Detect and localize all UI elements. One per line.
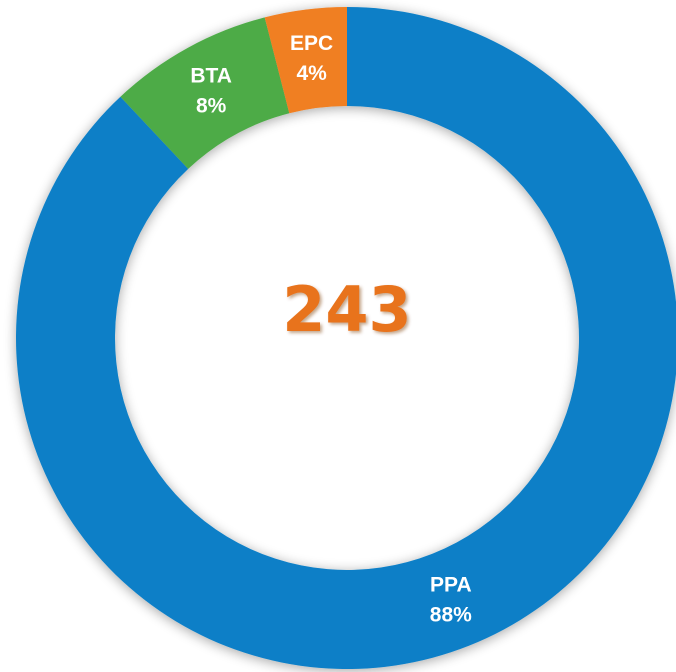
donut-segment [120, 17, 290, 169]
donut-segment [264, 7, 347, 114]
center-label: 243 [282, 273, 411, 346]
segment-category: EPC [290, 32, 333, 55]
segment-value-label: 4% [296, 62, 327, 85]
segment-category: BTA [190, 64, 232, 87]
donut-ring [16, 7, 676, 669]
segment-value-label: 88% [430, 604, 472, 627]
donut-segment [16, 7, 676, 669]
segment-category: PPA [430, 574, 472, 597]
segment-value-label: 8% [196, 94, 227, 117]
